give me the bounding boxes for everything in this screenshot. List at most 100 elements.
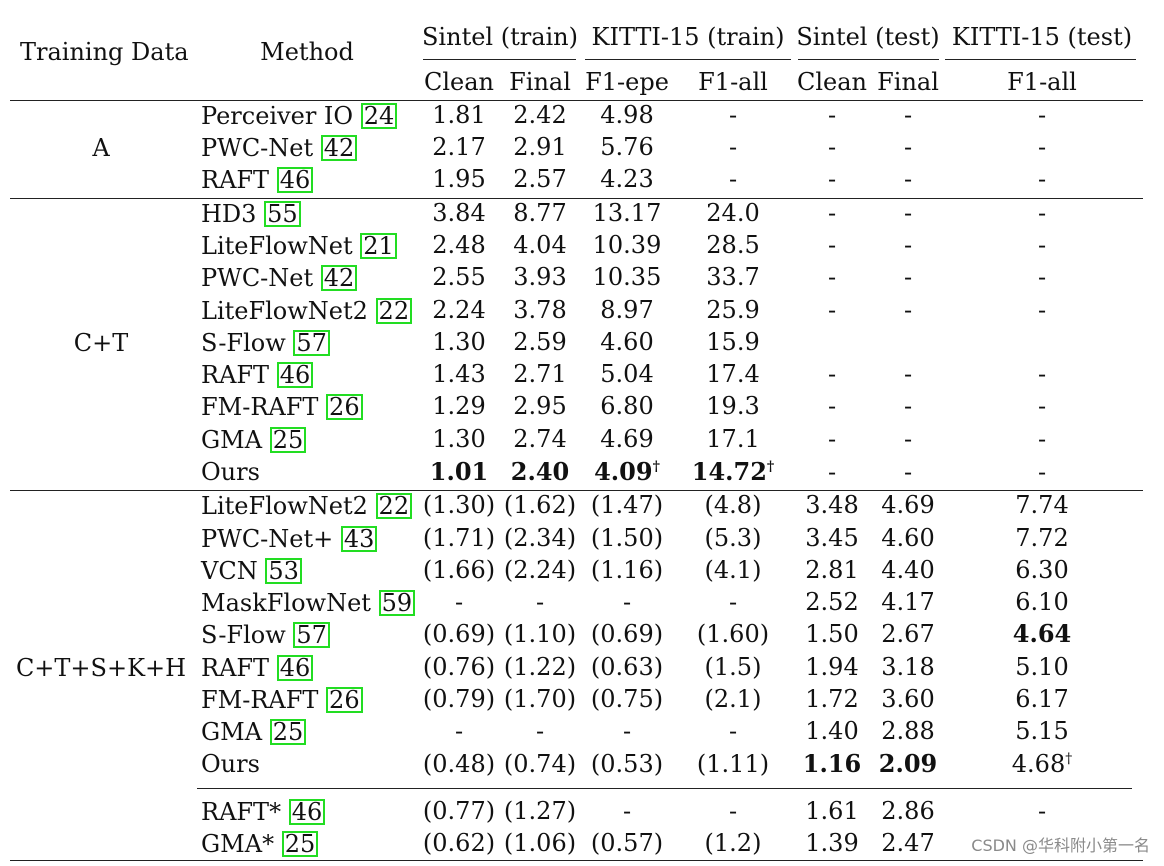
cell-value: 1.61	[805, 797, 859, 825]
value-cell: 5.04	[600, 362, 653, 386]
method-cell: MaskFlowNet 59	[201, 589, 416, 617]
cell-value: (0.76)	[422, 653, 496, 681]
value-cell: 2.74	[513, 427, 566, 451]
citation-link[interactable]: 55	[264, 201, 301, 227]
value-cell: 3.78	[513, 298, 566, 322]
citation-link[interactable]: 42	[320, 265, 358, 291]
value-cell: 3.84	[432, 201, 485, 225]
value-cell: (5.3)	[705, 526, 762, 550]
method-cell: LiteFlowNet2 22	[201, 493, 413, 519]
value-cell: (1.06)	[504, 831, 576, 855]
cell-value: 4.64	[1012, 619, 1072, 648]
cell-value: 4.04	[513, 231, 567, 259]
value-cell: (0.48)	[423, 752, 495, 776]
cell-value: 2.40	[510, 457, 570, 486]
value-cell: -	[904, 135, 912, 159]
citation-link[interactable]: 25	[269, 427, 307, 453]
value-cell: 14.72†	[692, 460, 774, 484]
cell-value: -	[728, 101, 738, 129]
citation-link[interactable]: 26	[326, 687, 363, 713]
value-cell: 1.43	[432, 362, 485, 386]
value-cell: 1.29	[432, 394, 485, 418]
value-cell: 7.72	[1015, 526, 1068, 550]
cell-value: 2.81	[805, 556, 859, 584]
value-cell: 2.48	[432, 233, 485, 257]
cell-value: 4.40	[881, 556, 935, 584]
citation-link[interactable]: 59	[378, 590, 416, 616]
value-cell: (1.71)	[423, 526, 495, 550]
citation-link[interactable]: 43	[340, 526, 378, 552]
value-cell: (0.69)	[591, 622, 663, 646]
value-cell: 24.0	[706, 201, 759, 225]
value-cell: -	[1038, 460, 1046, 484]
citation-link[interactable]: 21	[360, 233, 397, 259]
method-cell: HD3 55	[201, 201, 301, 227]
citation-link[interactable]: 22	[375, 493, 413, 519]
value-cell: -	[536, 590, 544, 614]
cell-value: -	[1037, 231, 1047, 259]
subheader-f1-all: F1-all	[698, 68, 768, 96]
citation-link[interactable]: 22	[375, 298, 413, 324]
citation-link[interactable]: 53	[265, 558, 302, 584]
cell-value: 4.09	[594, 457, 653, 486]
cell-value: 1.30	[432, 425, 486, 453]
value-cell: -	[729, 719, 737, 743]
value-cell: 4.40	[881, 558, 934, 582]
cell-value: (1.10)	[503, 620, 577, 648]
cell-value: -	[728, 133, 738, 161]
subheader-clean: Clean	[423, 68, 495, 96]
cell-value: (0.69)	[422, 620, 496, 648]
method-cell: LiteFlowNet 21	[201, 233, 397, 259]
method-name: MaskFlowNet	[201, 589, 371, 617]
cell-value: 2.57	[513, 165, 567, 193]
value-cell: (1.30)	[423, 493, 495, 517]
cell-value: 5.15	[1015, 717, 1069, 745]
citation-link[interactable]: 46	[276, 362, 314, 388]
cell-value: 1.30	[432, 328, 486, 356]
header-sintel-train: Sintel (train)	[421, 23, 579, 51]
value-cell: (0.69)	[423, 622, 495, 646]
cell-value: (0.74)	[503, 750, 577, 778]
value-cell: 2.24	[432, 298, 485, 322]
value-cell: 33.7	[706, 265, 759, 289]
value-cell: -	[623, 719, 631, 743]
cell-value: (2.1)	[704, 685, 762, 713]
cell-value: 3.45	[805, 524, 859, 552]
citation-link[interactable]: 26	[326, 394, 363, 420]
value-cell: -	[729, 135, 737, 159]
value-cell: 6.80	[600, 394, 653, 418]
cell-value: -	[1037, 392, 1047, 420]
cell-value: (1.62)	[503, 491, 577, 519]
value-cell: 2.42	[513, 103, 566, 127]
value-cell: 3.93	[513, 265, 566, 289]
citation-link[interactable]: 25	[281, 831, 319, 857]
value-cell: -	[904, 233, 912, 257]
citation-link[interactable]: 57	[293, 330, 330, 356]
value-cell: 5.15	[1015, 719, 1068, 743]
citation-link[interactable]: 46	[288, 799, 326, 825]
method-name: Perceiver IO	[201, 102, 354, 130]
value-cell: -	[1038, 201, 1046, 225]
cell-value: (2.24)	[503, 556, 577, 584]
cell-value: (1.70)	[503, 685, 577, 713]
citation-link[interactable]: 25	[269, 719, 307, 745]
cell-value: (1.47)	[590, 491, 664, 519]
cell-value: 7.72	[1015, 524, 1069, 552]
citation-link[interactable]: 46	[276, 655, 314, 681]
value-cell: -	[1038, 103, 1046, 127]
value-cell: 5.76	[600, 135, 653, 159]
cell-value: 4.98	[600, 101, 654, 129]
cell-value: -	[728, 165, 738, 193]
cell-value: 2.47	[881, 829, 935, 857]
citation-link[interactable]: 24	[360, 103, 398, 129]
cell-value: 5.04	[600, 360, 654, 388]
cell-value: -	[1037, 797, 1047, 825]
section-rule-2	[10, 490, 1143, 491]
citation-link[interactable]: 46	[276, 167, 314, 193]
value-cell: 1.95	[432, 167, 485, 191]
citation-link[interactable]: 57	[293, 622, 330, 648]
method-name: S-Flow	[201, 329, 286, 357]
value-cell: 10.35	[593, 265, 662, 289]
citation-link[interactable]: 42	[320, 135, 358, 161]
cell-value: 5.10	[1015, 653, 1069, 681]
